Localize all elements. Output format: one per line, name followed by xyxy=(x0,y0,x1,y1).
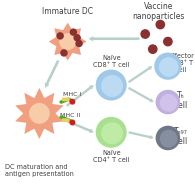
Text: Tₕ
cell: Tₕ cell xyxy=(175,91,188,110)
Circle shape xyxy=(29,103,50,124)
Text: Naïve
CD8⁺ T cell: Naïve CD8⁺ T cell xyxy=(93,55,129,68)
Circle shape xyxy=(59,33,76,50)
Circle shape xyxy=(70,120,75,125)
Circle shape xyxy=(156,126,180,150)
Text: DC maturation and
antigen presentation: DC maturation and antigen presentation xyxy=(5,164,74,177)
Polygon shape xyxy=(89,36,140,41)
Text: Naïve
CD4⁺ T cell: Naïve CD4⁺ T cell xyxy=(93,150,129,163)
Text: MHC II: MHC II xyxy=(60,113,80,118)
Circle shape xyxy=(70,29,76,35)
Polygon shape xyxy=(45,60,59,88)
Circle shape xyxy=(160,94,177,112)
Circle shape xyxy=(76,40,82,46)
Polygon shape xyxy=(49,23,87,60)
Circle shape xyxy=(101,75,123,97)
Circle shape xyxy=(96,70,127,101)
Circle shape xyxy=(159,57,179,77)
Circle shape xyxy=(96,117,127,148)
Circle shape xyxy=(74,35,80,41)
Text: Tₑ₉₇
cell: Tₑ₉₇ cell xyxy=(174,127,188,146)
Text: Effector
CD8⁺ T
cell: Effector CD8⁺ T cell xyxy=(168,53,194,74)
Circle shape xyxy=(164,37,172,46)
Circle shape xyxy=(61,50,67,56)
Text: Immature DC: Immature DC xyxy=(42,7,93,16)
Circle shape xyxy=(57,33,63,39)
Circle shape xyxy=(156,90,180,114)
Circle shape xyxy=(70,99,75,104)
Polygon shape xyxy=(128,87,154,102)
Circle shape xyxy=(156,20,165,29)
Polygon shape xyxy=(66,85,94,107)
Polygon shape xyxy=(128,66,152,83)
Circle shape xyxy=(141,30,149,38)
Text: MHC I: MHC I xyxy=(63,92,81,97)
Polygon shape xyxy=(66,120,94,133)
FancyBboxPatch shape xyxy=(62,98,70,101)
Circle shape xyxy=(149,45,157,53)
Text: Vaccine
nanoparticles: Vaccine nanoparticles xyxy=(132,2,185,21)
FancyBboxPatch shape xyxy=(62,118,70,122)
Circle shape xyxy=(160,130,177,148)
Circle shape xyxy=(154,53,182,80)
Polygon shape xyxy=(15,88,64,139)
Polygon shape xyxy=(128,131,154,139)
Circle shape xyxy=(101,122,123,144)
